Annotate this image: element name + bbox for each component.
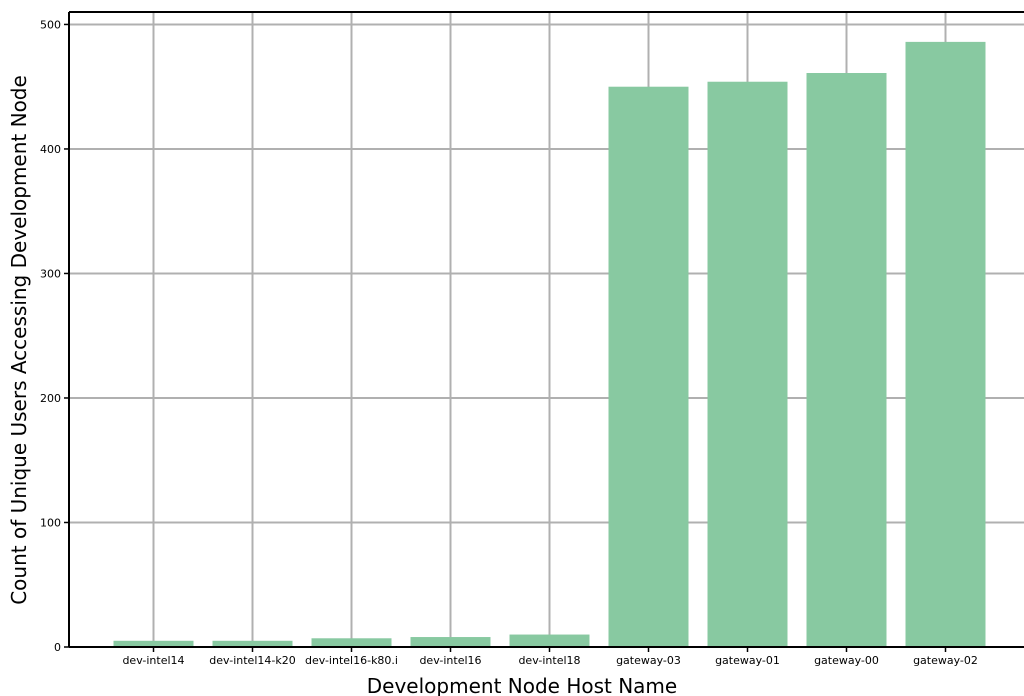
x-tick-label: gateway-03	[616, 654, 681, 667]
bar	[806, 73, 887, 647]
y-axis-title: Count of Unique Users Accessing Developm…	[7, 75, 31, 605]
bar	[608, 86, 689, 648]
bar	[113, 640, 194, 647]
y-tick-labels: 0 100 200 300 400 500	[40, 18, 69, 654]
x-tick-labels: dev-intel14 dev-intel14-k20 dev-intel16-k8…	[122, 647, 978, 667]
y-tick-label: 300	[40, 267, 61, 280]
bar	[707, 81, 788, 648]
bars	[113, 41, 986, 648]
bar	[410, 637, 491, 647]
y-tick-label: 100	[40, 516, 61, 529]
y-tick-label: 0	[54, 641, 61, 654]
bar	[509, 634, 590, 647]
x-tick-label: dev-intel16-k80.i	[305, 654, 398, 667]
bar	[311, 638, 392, 647]
x-tick-label: dev-intel16	[419, 654, 481, 667]
x-tick-label: dev-intel18	[518, 654, 580, 667]
bar	[905, 41, 986, 648]
x-tick-label: gateway-02	[913, 654, 978, 667]
y-tick-label: 500	[40, 18, 61, 31]
y-tick-label: 400	[40, 143, 61, 156]
x-tick-label: dev-intel14	[122, 654, 184, 667]
x-axis-title: Development Node Host Name	[367, 674, 677, 696]
x-tick-label: gateway-00	[814, 654, 879, 667]
y-tick-label: 200	[40, 392, 61, 405]
x-tick-label: dev-intel14-k20	[209, 654, 295, 667]
axes	[68, 11, 1024, 648]
x-tick-label: gateway-01	[715, 654, 780, 667]
bar	[212, 640, 293, 647]
